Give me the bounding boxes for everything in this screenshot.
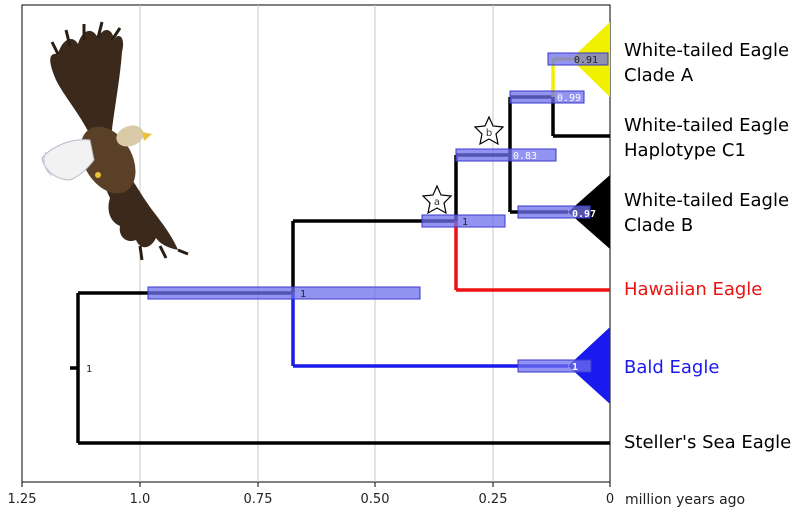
tip-label-line: White-tailed Eagle [624,115,790,136]
support-label: 0.91 [574,55,598,66]
eagle-wing-upper [50,30,124,150]
support-label: 1 [572,362,578,373]
tip-label-bald: Bald Eagle [624,355,719,380]
branches [70,57,610,445]
hpd-bar-wte-b [517,205,591,219]
tip-label-wte-c1: White-tailed Eagle Haplotype C1 [624,113,789,163]
eagle-foot [95,172,101,178]
star-icon [421,184,453,215]
eagle-head [116,125,144,147]
axis-tick-label: 0.50 [361,492,390,507]
support-label: 1 [86,364,92,375]
tip-label-wte-a: White-tailed Eagle Clade A [624,38,789,88]
tip-label-line: Bald Eagle [624,357,720,378]
tip-label-stellers: Steller's Sea Eagle [624,430,791,455]
tip-label-wte-b: White-tailed Eagle Clade B [624,188,789,238]
axis-ticks [21,482,611,487]
eagle-illustration [41,21,189,261]
tip-label-line: Clade B [624,215,694,236]
support-values: 1 1 1 0.83 0.99 0.91 0.97 1 [86,55,598,375]
hpd-bar-n3 [455,148,557,162]
tip-label-line: Hawaiian Eagle [624,279,763,300]
axis-tick-labels: 1.25 1.0 0.75 0.50 0.25 0 [8,492,615,507]
hpd-bars [147,52,609,373]
star-label: b [486,128,492,139]
axis-tick-label: 1.0 [130,492,151,507]
hpd-bar-n4 [509,90,585,104]
tip-label-line: Clade A [624,65,694,86]
tip-label-hawaiian: Hawaiian Eagle [624,277,762,302]
hpd-bar-n1 [147,286,421,300]
eagle-beak [142,132,152,141]
tip-label-line: White-tailed Eagle [624,190,790,211]
support-label: 1 [462,217,468,228]
gridlines [139,5,494,482]
support-label: 0.99 [557,93,581,104]
hpd-bar-wte-a [547,52,609,66]
support-label: 1 [300,289,306,300]
axis-unit-label: million years ago [625,492,745,508]
hpd-bar-bald [517,359,592,373]
tip-label-line: White-tailed Eagle [624,40,790,61]
support-label: 0.97 [572,209,596,220]
star-marker-b: b [473,115,505,146]
tip-label-line: Steller's Sea Eagle [624,432,792,453]
star-label: a [434,197,440,208]
axis-tick-label: 0.75 [244,492,273,507]
star-marker-a: a [421,184,453,215]
star-icon [473,115,505,146]
tip-label-line: Haplotype C1 [624,140,746,161]
hpd-bar-n2 [421,214,506,228]
axis-tick-label: 0 [606,492,614,507]
axis-tick-label: 0.25 [479,492,508,507]
axis-tick-label: 1.25 [8,492,37,507]
support-label: 0.83 [513,151,537,162]
eagle-tail [41,139,95,181]
